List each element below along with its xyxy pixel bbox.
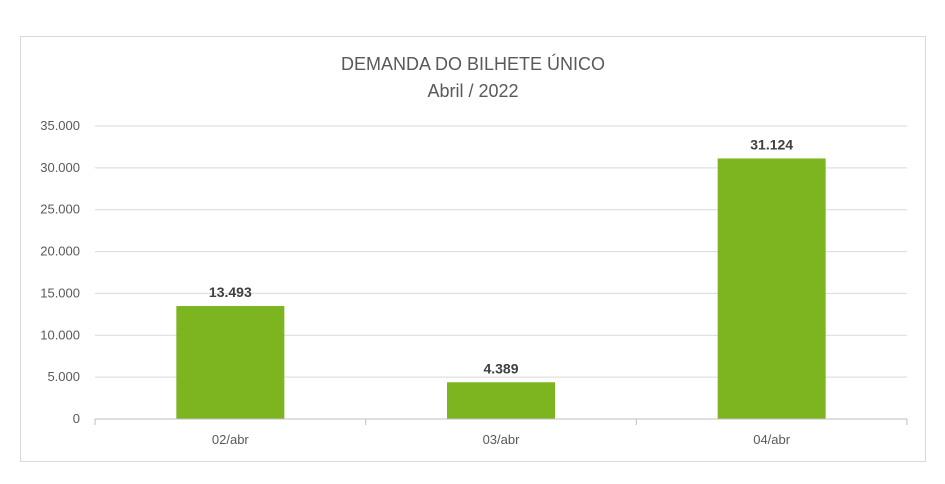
y-tick-label: 5.000 xyxy=(47,369,80,384)
bar xyxy=(176,306,285,419)
bars xyxy=(176,158,826,419)
y-tick-label: 0 xyxy=(73,411,80,426)
y-axis-ticks: 0 5.000 10.000 15.000 20.000 25.000 30.000 35.0… xyxy=(40,118,80,426)
x-axis: 02/abr 03/abr 04/abr xyxy=(94,418,908,447)
y-tick-label: 35.000 xyxy=(40,118,80,133)
x-tick-label: 03/abr xyxy=(483,432,521,447)
y-tick-label: 25.000 xyxy=(40,202,80,217)
data-label: 13.493 xyxy=(209,284,252,300)
y-tick-label: 10.000 xyxy=(40,327,80,342)
y-tick-label: 20.000 xyxy=(40,244,80,259)
y-tick-label: 30.000 xyxy=(40,160,80,175)
bar xyxy=(717,158,826,419)
x-tick-label: 02/abr xyxy=(212,432,250,447)
chart-subtitle: Abril / 2022 xyxy=(427,81,518,101)
data-labels: 13.493 4.389 31.124 xyxy=(209,136,793,376)
data-label: 4.389 xyxy=(483,360,518,376)
y-tick-label: 15.000 xyxy=(40,285,80,300)
chart-title: DEMANDA DO BILHETE ÚNICO xyxy=(341,53,605,74)
bar xyxy=(447,382,555,419)
data-label: 31.124 xyxy=(750,136,793,152)
x-tick-label: 04/abr xyxy=(753,432,791,447)
